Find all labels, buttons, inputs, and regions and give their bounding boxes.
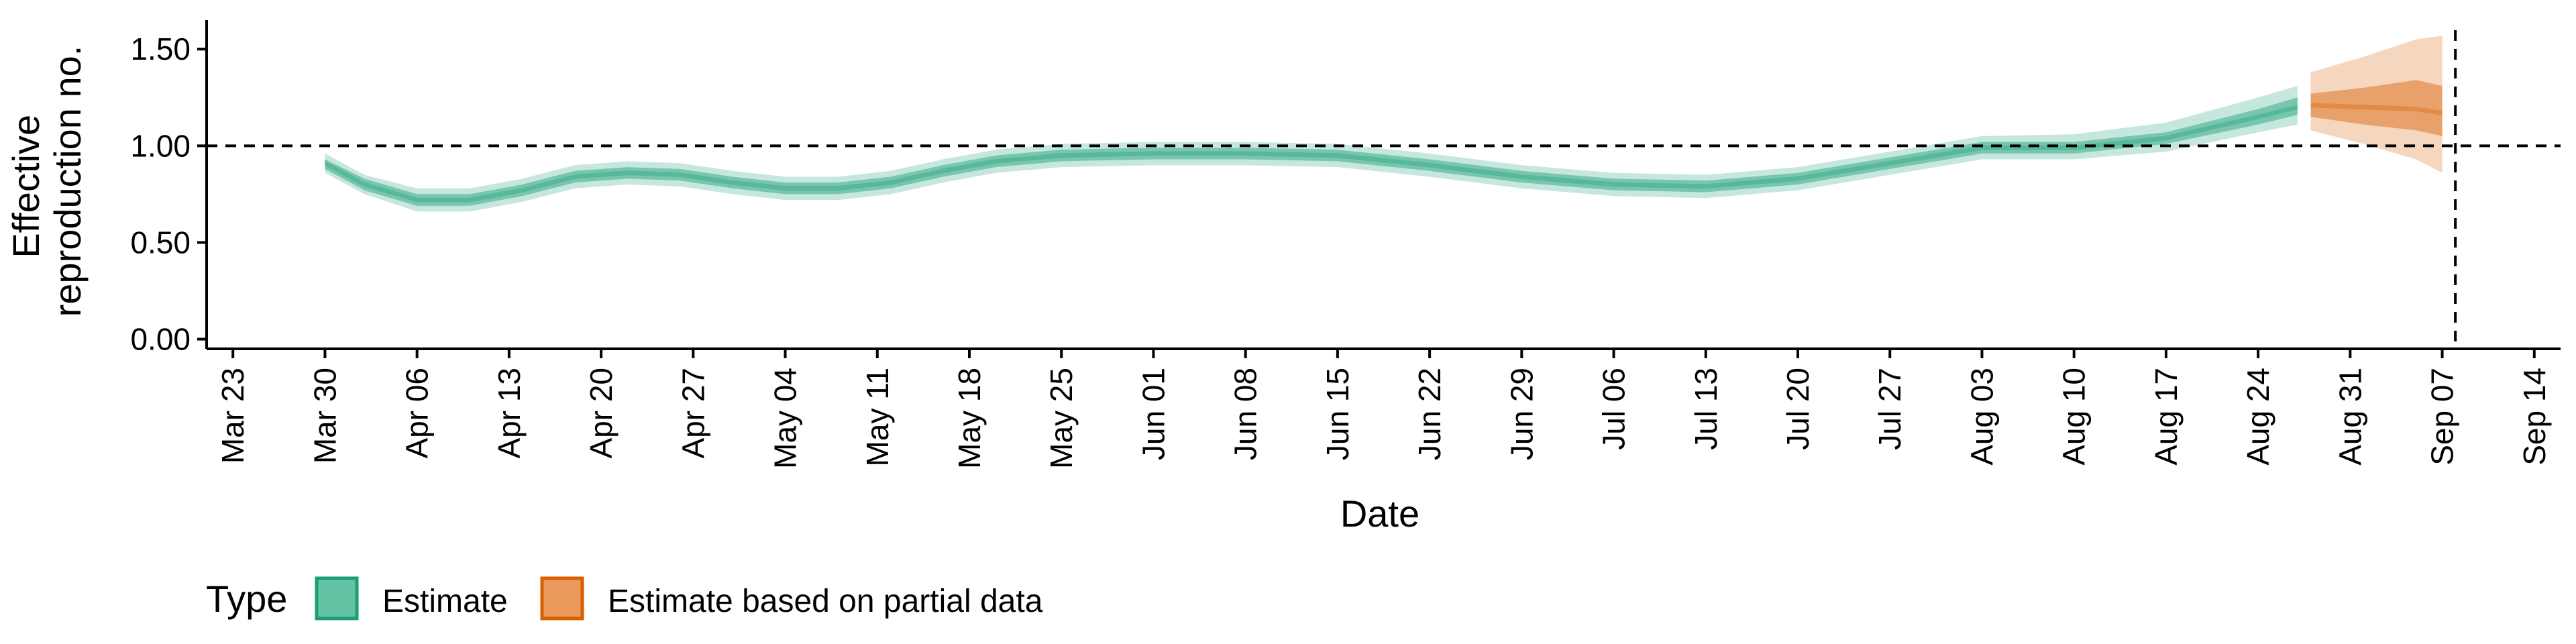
x-tick-label: Apr 13	[492, 368, 527, 459]
x-tick-label: Sep 14	[2517, 368, 2552, 466]
x-tick-label: May 11	[860, 368, 895, 466]
x-axis-title: Date	[1340, 492, 1419, 535]
x-tick-label: Jul 06	[1597, 368, 1631, 450]
estimate-outer-band	[325, 86, 2298, 212]
estimate-based-on-partial-data-outer-band	[2310, 36, 2443, 173]
y-tick-label: 0.50	[130, 225, 191, 260]
reference-lines	[207, 30, 2561, 349]
x-tick-label: Jul 27	[1872, 368, 1907, 450]
x-tick-label: Aug 03	[1964, 368, 1999, 466]
axes	[205, 20, 2561, 350]
x-tick-label: Jun 15	[1320, 368, 1355, 460]
x-tick-label: Apr 06	[400, 368, 435, 459]
x-tick-label: Jun 29	[1504, 368, 1539, 460]
legend-label-partial-estimate: Estimate based on partial data	[608, 584, 1043, 619]
x-tick-label: Jul 20	[1780, 368, 1815, 450]
y-axis-title-line1: Effective	[5, 115, 47, 258]
y-tick-label: 1.50	[130, 32, 191, 66]
y-axis-title: Effective reproduction no.	[5, 46, 89, 317]
x-tick-label: Mar 30	[307, 368, 342, 464]
estimate-based-on-partial-data-median-band	[2310, 103, 2443, 115]
x-tick-label: Jun 22	[1412, 368, 1447, 460]
x-tick-label: Aug 31	[2332, 368, 2367, 466]
x-tick-label: Sep 07	[2425, 368, 2460, 466]
x-tick-label: May 18	[952, 368, 987, 469]
legend-label-estimate: Estimate	[382, 584, 508, 619]
x-tick-label: Jul 13	[1688, 368, 1723, 450]
legend-key-partial-estimate	[540, 576, 584, 621]
x-tick-label: Aug 10	[2057, 368, 2092, 466]
x-tick-label: May 04	[768, 368, 803, 469]
estimate-median-band	[325, 105, 2298, 203]
y-axis-title-line2: reproduction no.	[46, 46, 89, 317]
x-tick-label: May 25	[1044, 368, 1079, 469]
ribbon-layer	[325, 36, 2443, 212]
x-tick-label: Mar 23	[215, 368, 250, 464]
x-tick-label: Apr 27	[676, 368, 710, 459]
x-tick-label: Jun 01	[1136, 368, 1171, 460]
x-tick-label: Apr 20	[584, 368, 619, 459]
x-tick-label: Aug 24	[2241, 368, 2275, 466]
estimate-based-on-partial-data-inner-band	[2310, 80, 2443, 136]
y-tick-label: 0.00	[130, 322, 191, 357]
x-tick-label: Aug 17	[2149, 368, 2184, 466]
legend: Type Estimate Estimate based on partial …	[206, 576, 1043, 621]
estimate-inner-band	[325, 97, 2298, 206]
legend-key-estimate	[315, 576, 359, 621]
tick-layer: 0.00 0.50 1.00 1.50 Mar 23 Mar 30 Apr 06 Apr 13…	[130, 32, 2551, 469]
legend-title: Type	[206, 578, 287, 620]
y-tick-label: 1.00	[130, 128, 191, 163]
x-tick-label: Jun 08	[1228, 368, 1263, 460]
